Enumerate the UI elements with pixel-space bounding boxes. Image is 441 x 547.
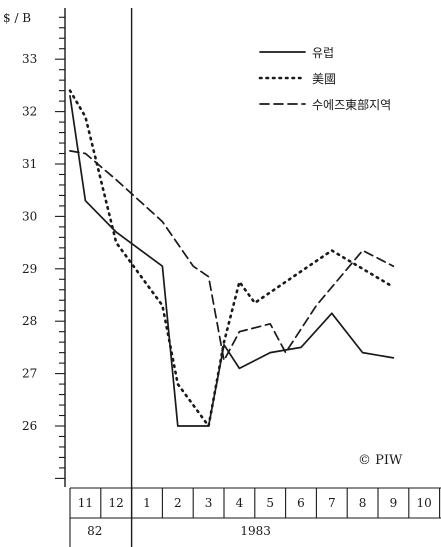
copyright-label: © PIW <box>358 453 403 468</box>
y-tick-label: 29 <box>22 262 37 276</box>
month-label: 10 <box>417 496 432 510</box>
legend-label-2: 美國 <box>312 72 336 86</box>
y-tick-label: 32 <box>22 105 37 119</box>
y-tick-label: 31 <box>22 157 37 171</box>
month-label: 11 <box>78 496 93 510</box>
year-label-1983: 1983 <box>240 524 271 538</box>
month-label: 9 <box>390 496 398 510</box>
month-label: 6 <box>297 496 305 510</box>
month-label: 2 <box>174 496 182 510</box>
month-label: 12 <box>109 496 124 510</box>
month-label: 4 <box>236 496 244 510</box>
series-line-2 <box>68 89 395 428</box>
y-tick-label: 33 <box>22 52 37 66</box>
axes <box>64 8 133 547</box>
legend: 유럽 美國 수에즈東部지역 <box>258 46 391 112</box>
legend-label-1: 유럽 <box>312 46 334 60</box>
month-label: 7 <box>328 496 336 510</box>
month-label: 5 <box>266 496 274 510</box>
legend-label-3: 수에즈東部지역 <box>312 97 391 112</box>
series-line-3 <box>69 150 395 362</box>
series-layer <box>68 89 395 428</box>
month-label: 1 <box>143 496 151 510</box>
month-label: 8 <box>359 496 367 510</box>
y-axis-ticks: 26 27 28 29 30 31 32 33 <box>22 16 65 479</box>
y-axis-label: $ / B <box>3 11 31 25</box>
month-label: 3 <box>205 496 213 510</box>
year-label-82: 82 <box>87 524 102 538</box>
y-tick-label: 27 <box>22 367 37 381</box>
y-tick-label: 26 <box>22 419 37 433</box>
y-tick-label: 30 <box>22 209 37 223</box>
y-tick-label: 28 <box>22 314 37 328</box>
series-line-1 <box>69 95 395 427</box>
